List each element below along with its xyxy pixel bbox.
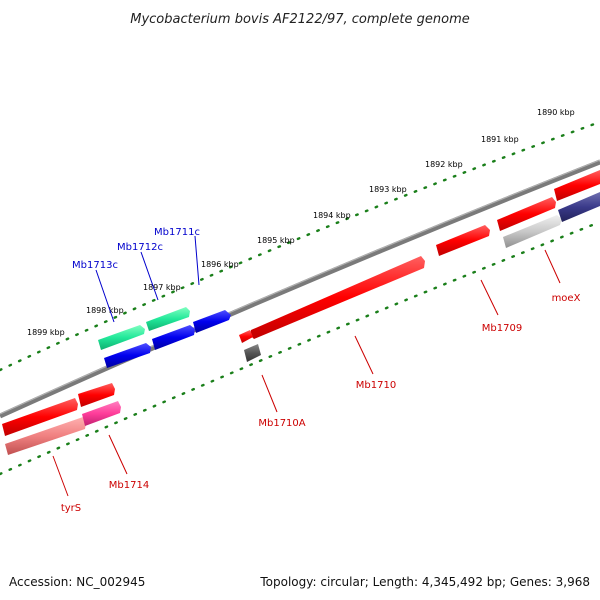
- scale-label-1893: 1893 kbp: [369, 185, 407, 194]
- scale-label-1895: 1895 kbp: [257, 236, 295, 245]
- label-mb1709[interactable]: Mb1709: [482, 323, 522, 334]
- label-mb1712c[interactable]: Mb1712c: [117, 242, 163, 253]
- scale-label-1897: 1897 kbp: [143, 283, 181, 292]
- forward-strand-genes: [98, 170, 600, 368]
- scale-label-1896: 1896 kbp: [201, 260, 239, 269]
- gene-mb1709[interactable]: [436, 225, 490, 256]
- gene-labels: Mb1711c Mb1712c Mb1713c moeX Mb1709 Mb17…: [61, 227, 581, 514]
- leader-tyrs: [52, 455, 69, 497]
- label-mb1713c[interactable]: Mb1713c: [72, 260, 118, 271]
- label-moex[interactable]: moeX: [552, 293, 581, 304]
- leader-mb1714: [108, 434, 128, 475]
- gene-red-right-b[interactable]: [554, 170, 600, 201]
- label-mb1714[interactable]: Mb1714: [109, 480, 149, 491]
- gene-mb1714[interactable]: [82, 401, 121, 426]
- gene-blue-b[interactable]: [152, 325, 195, 350]
- label-mb1711c[interactable]: Mb1711c: [154, 227, 200, 238]
- gene-mb1713c[interactable]: [98, 325, 145, 350]
- gene-moex[interactable]: [503, 215, 562, 248]
- leader-mb1710a: [261, 374, 278, 413]
- scale-labels: 1890 kbp 1891 kbp 1892 kbp 1893 kbp 1894…: [27, 108, 575, 337]
- gene-mb1712c[interactable]: [146, 307, 190, 331]
- scale-label-1891: 1891 kbp: [481, 135, 519, 144]
- scale-label-1899: 1899 kbp: [27, 328, 65, 337]
- gene-mb1710a[interactable]: [244, 344, 261, 362]
- genome-backbone: [0, 159, 600, 419]
- leader-mb1710: [354, 335, 374, 375]
- map-title: Mycobacterium bovis AF2122/97, complete …: [130, 12, 469, 27]
- reverse-strand-genes: [2, 225, 490, 455]
- leader-mb1712c: [140, 251, 159, 301]
- scale-label-1890: 1890 kbp: [537, 108, 575, 117]
- leader-mb1709: [480, 279, 499, 316]
- gene-red-small[interactable]: [239, 330, 253, 343]
- scale-label-1894: 1894 kbp: [313, 211, 351, 220]
- gene-tyrs[interactable]: [5, 417, 86, 455]
- gene-blue-a[interactable]: [104, 343, 151, 368]
- label-mb1710a[interactable]: Mb1710A: [258, 418, 305, 429]
- label-leaders: [52, 235, 561, 497]
- label-mb1710[interactable]: Mb1710: [356, 380, 396, 391]
- leader-mb1713c: [95, 269, 115, 323]
- gene-red-left-b[interactable]: [78, 383, 115, 407]
- leader-mb1711c: [194, 235, 200, 286]
- genome-backbone-highlight: [0, 159, 600, 415]
- scale-label-1898: 1898 kbp: [86, 306, 124, 315]
- gene-mb1711c[interactable]: [193, 310, 231, 333]
- leader-moex: [544, 249, 561, 284]
- label-tyrs[interactable]: tyrS: [61, 503, 81, 514]
- gene-red-left-a[interactable]: [2, 398, 78, 436]
- accession-text: Accession: NC_002945: [9, 575, 145, 589]
- gene-navy[interactable]: [558, 192, 600, 222]
- gene-mb1710[interactable]: [250, 256, 425, 339]
- gene-red-right-a[interactable]: [497, 197, 556, 231]
- outer-scale-track: [0, 120, 600, 372]
- inner-scale-track: [0, 220, 600, 476]
- scale-label-1892: 1892 kbp: [425, 160, 463, 169]
- topology-text: Topology: circular; Length: 4,345,492 bp…: [259, 575, 590, 589]
